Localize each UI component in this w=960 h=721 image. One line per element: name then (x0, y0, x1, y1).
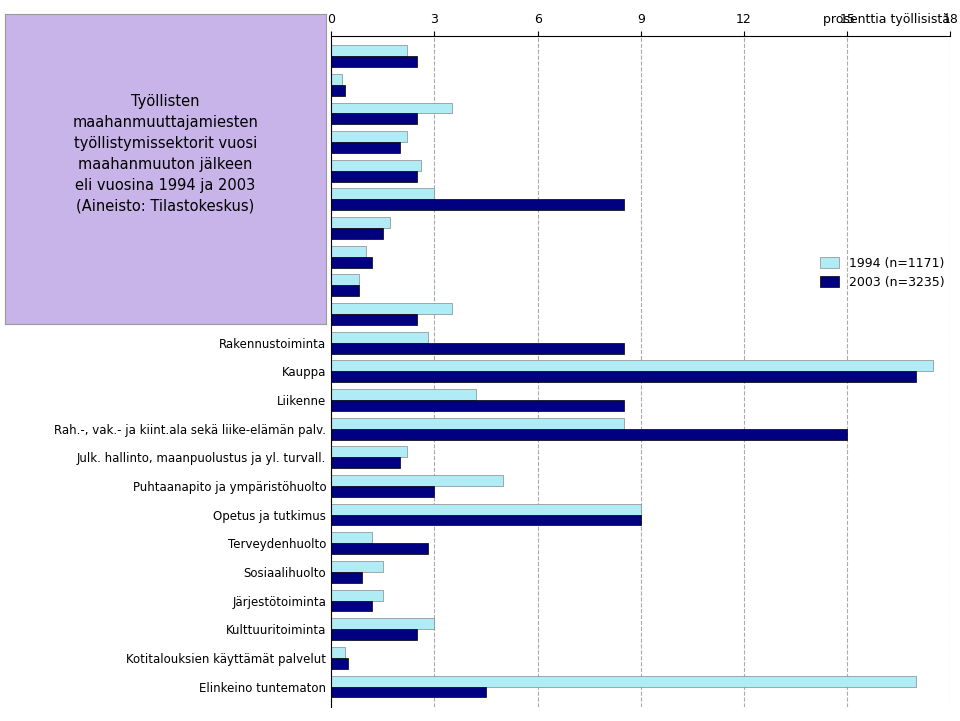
Bar (331, 515, 641, 526)
Bar (331, 446, 407, 457)
Bar (331, 676, 916, 686)
Bar (331, 228, 383, 239)
Bar (331, 371, 916, 382)
Bar (331, 275, 359, 286)
Bar (331, 257, 372, 267)
Bar (331, 601, 372, 611)
Bar (331, 286, 359, 296)
Bar (331, 486, 434, 497)
Bar (331, 457, 400, 468)
Bar (331, 590, 383, 601)
Bar (331, 74, 342, 85)
Bar (331, 629, 418, 640)
Bar (331, 314, 418, 325)
Bar (331, 686, 486, 697)
Bar (331, 647, 345, 658)
Bar (331, 113, 418, 124)
Text: prosenttia työllisistä: prosenttia työllisistä (824, 13, 950, 26)
Bar (331, 200, 624, 211)
Bar (331, 131, 407, 142)
Bar (331, 400, 624, 411)
Bar (331, 303, 451, 314)
Bar (331, 532, 372, 543)
Bar (331, 171, 418, 182)
Bar (331, 658, 348, 669)
Bar (331, 188, 434, 200)
Bar (331, 342, 624, 353)
Bar (331, 332, 427, 342)
Bar (331, 246, 366, 257)
Bar (331, 619, 434, 629)
Bar (331, 56, 418, 67)
Bar (331, 102, 451, 113)
Bar (331, 475, 503, 486)
Bar (331, 389, 475, 400)
Legend: 1994 (n=1171), 2003 (n=3235): 1994 (n=1171), 2003 (n=3235) (820, 257, 944, 289)
Bar (331, 142, 400, 153)
Text: Työllisten
maahanmuuttajamiesten
työllistymissektorit vuosi
maahanmuuton jälkeen: Työllisten maahanmuuttajamiesten työllis… (73, 94, 258, 214)
Bar (331, 217, 390, 228)
Bar (331, 85, 345, 96)
Bar (331, 504, 641, 515)
Bar (331, 45, 407, 56)
Bar (331, 543, 427, 554)
Bar (331, 360, 933, 371)
Bar (331, 572, 362, 583)
Bar (331, 417, 624, 428)
Bar (331, 561, 383, 572)
Bar (331, 160, 420, 171)
Bar (331, 428, 848, 440)
